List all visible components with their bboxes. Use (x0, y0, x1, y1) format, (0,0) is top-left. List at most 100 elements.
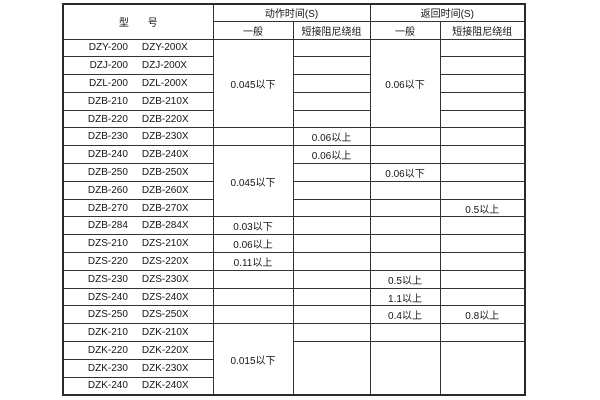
model-cell: DZB-260 DZB-260X (62, 180, 214, 200)
action-damping-cell (292, 38, 371, 58)
return-damping-cell (439, 38, 526, 58)
header-row-1: 型 号 动作时间(S) 返回时间(S) (62, 3, 526, 40)
table-row: DZB-220 DZB-220X (62, 109, 526, 129)
model-name: DZB-210X (141, 95, 189, 107)
table-row: DZB-250 DZB-250X 0.06以下 (62, 163, 526, 182)
model-name: DZB-230 (87, 131, 128, 143)
action-general-cell: 0.045以下 (212, 38, 294, 129)
return-damping-cell (439, 234, 526, 254)
header-action-time: 动作时间(S) (212, 3, 371, 22)
spec-table-container: 型 号 动作时间(S) 返回时间(S) 一般 短接阻尼绕组 一般 短接阻尼绕组 … (62, 3, 526, 396)
model-name: DZS-220X (141, 255, 189, 267)
model-name: DZL-200 (89, 77, 128, 89)
table-row: DZS-210 DZS-210X 0.06以上 (62, 234, 526, 254)
action-damping-cell (292, 198, 371, 218)
return-damping-cell: 0.8以上 (439, 305, 526, 325)
model-name: DZK-220 (87, 344, 128, 356)
action-damping-cell: 0.06以上 (292, 127, 371, 147)
model-name: DZK-240 (87, 380, 128, 392)
table-row: DZK-240 DZK-240X (62, 376, 525, 396)
table-row: DZK-220 DZK-220X (62, 341, 526, 396)
header-return-damping: 短接阻尼绕组 (439, 20, 526, 40)
return-general-cell (369, 252, 441, 271)
model-name: DZJ-200X (141, 60, 187, 72)
action-damping-cell (292, 91, 371, 111)
model-name: DZK-210 (87, 327, 128, 339)
return-damping-cell (439, 163, 526, 182)
action-general-cell: 0.06以上 (212, 234, 294, 254)
return-general-cell: 0.06以下 (369, 38, 441, 129)
table-row: DZY-200 DZY-200X 0.045以下 0.06以下 (62, 38, 526, 129)
action-damping-cell (292, 252, 371, 271)
model-name: DZK-240X (141, 380, 189, 392)
table-row: DZJ-200 DZJ-200X (62, 56, 526, 76)
table-row: DZB-240 DZB-240X 0.045以下 0.06以上 (62, 145, 526, 218)
table-row: DZS-230 DZS-230X 0.5以上 (62, 269, 526, 289)
model-cell: DZB-240 DZB-240X (62, 145, 214, 165)
return-damping-cell (439, 74, 526, 93)
table-row: DZB-270 DZB-270X 0.5以上 (62, 198, 526, 218)
return-general-cell (369, 180, 441, 200)
return-general-cell: 0.4以上 (369, 305, 441, 325)
model-name: DZB-260X (141, 184, 189, 196)
header-action-general: 一般 (212, 20, 294, 40)
return-general-cell (369, 216, 441, 236)
model-cell: DZB-270 DZB-270X (62, 198, 214, 218)
model-name: DZL-200X (141, 77, 188, 89)
model-cell: DZJ-200 DZJ-200X (62, 56, 214, 76)
return-general-cell (369, 127, 441, 147)
action-damping-cell (292, 216, 371, 236)
table-row: DZL-200 DZL-200X (62, 74, 526, 93)
model-cell: DZB-210 DZB-210X (62, 91, 214, 111)
action-damping-cell (292, 180, 371, 200)
return-general-cell (369, 234, 441, 254)
table-row: DZS-250 DZS-250X 0.4以上 0.8以上 (62, 305, 526, 325)
model-cell: DZB-284 DZB-284X (62, 216, 214, 236)
model-cell: DZK-240 DZK-240X (62, 376, 214, 396)
action-general-cell (212, 269, 294, 289)
header-return-time: 返回时间(S) (369, 3, 526, 22)
model-cell: DZY-200 DZY-200X (62, 38, 214, 58)
return-damping-cell: 0.5以上 (439, 198, 526, 218)
model-cell: DZK-210 DZK-210X (62, 323, 214, 343)
model-name: DZS-230X (141, 273, 189, 285)
model-name: DZJ-200 (89, 60, 128, 72)
action-general-cell (212, 127, 294, 147)
return-damping-cell (439, 216, 526, 236)
model-name: DZB-270X (141, 202, 189, 214)
return-general-cell (369, 341, 441, 396)
model-name: DZS-250X (141, 309, 189, 321)
model-cell: DZB-230 DZB-230X (62, 127, 214, 147)
return-damping-cell (439, 109, 526, 129)
model-name: DZK-230X (141, 362, 189, 374)
model-cell: DZS-220 DZS-220X (62, 252, 214, 271)
model-name: DZS-240 (87, 291, 128, 303)
model-name: DZB-250X (141, 166, 189, 178)
model-name: DZB-270 (87, 202, 128, 214)
relay-timing-spec-table: 型 号 动作时间(S) 返回时间(S) 一般 短接阻尼绕组 一般 短接阻尼绕组 … (62, 3, 526, 396)
return-damping-cell (439, 269, 526, 289)
action-damping-cell (292, 56, 371, 76)
action-general-cell (212, 287, 294, 307)
action-damping-cell (292, 269, 371, 289)
action-general-cell: 0.045以下 (212, 145, 294, 218)
return-general-cell: 1.1以上 (369, 287, 441, 307)
model-cell: DZL-200 DZL-200X (62, 74, 214, 93)
model-name: DZB-284X (141, 220, 189, 232)
table-row: DZK-230 DZK-230X (62, 358, 525, 378)
return-general-cell: 0.06以下 (369, 163, 441, 182)
table-row: DZK-210 DZK-210X 0.015以下 (62, 323, 526, 396)
return-damping-cell (439, 323, 526, 343)
header-action-damping: 短接阻尼绕组 (292, 20, 371, 40)
header-model: 型 号 (62, 3, 214, 40)
model-name: DZB-220X (141, 113, 189, 125)
model-name: DZY-200X (141, 42, 188, 54)
model-name: DZB-260 (87, 184, 128, 196)
model-cell: DZS-240 DZS-240X (62, 287, 214, 307)
model-name: DZB-230X (141, 131, 189, 143)
return-damping-cell (439, 287, 526, 307)
model-name: DZS-220 (87, 255, 128, 267)
return-general-cell: 0.5以上 (369, 269, 441, 289)
return-general-cell (369, 198, 441, 218)
action-general-cell: 0.015以下 (212, 323, 294, 396)
